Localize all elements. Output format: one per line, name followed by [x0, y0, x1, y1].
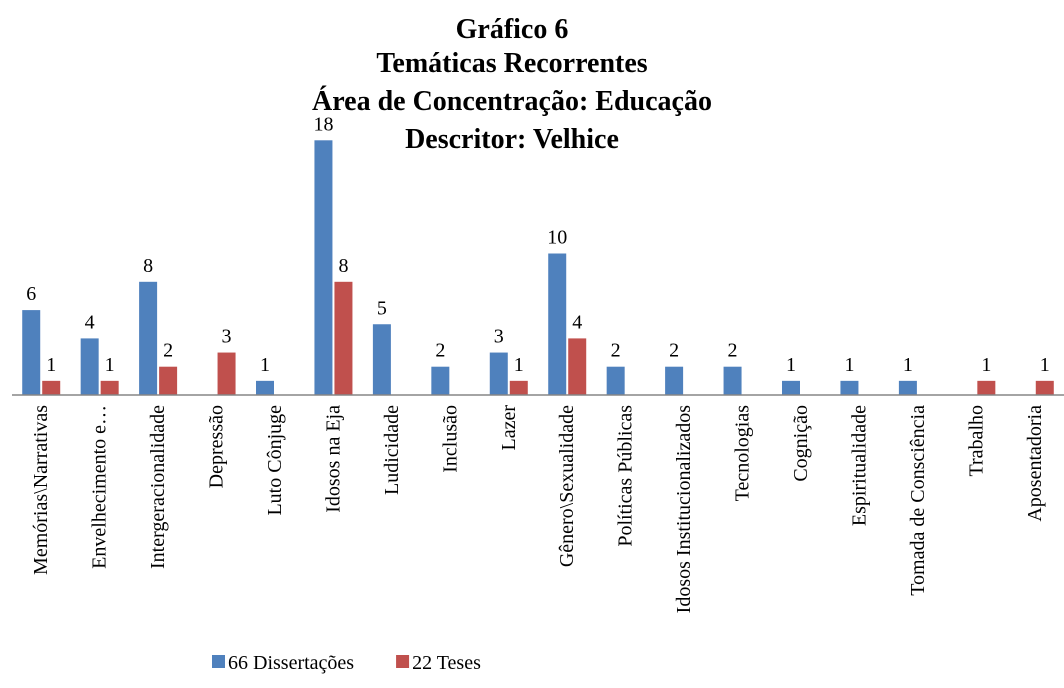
- bar: [548, 253, 567, 395]
- chart-title: Temáticas Recorrentes: [376, 48, 647, 79]
- data-label: 1: [786, 354, 796, 376]
- x-tick-label: Espiritualidade: [848, 405, 870, 526]
- bar: [334, 281, 353, 395]
- x-tick-label: Idosos na Eja: [322, 405, 344, 513]
- data-label: 1: [981, 354, 991, 376]
- bar: [509, 380, 528, 395]
- data-label: 1: [514, 354, 524, 376]
- x-tick-label: Inclusão: [439, 405, 461, 473]
- x-tick-label: Envelhecimento e…: [89, 405, 111, 569]
- chart-title: Descritor: Velhice: [405, 124, 619, 155]
- bar: [314, 140, 333, 395]
- x-tick-label: Memórias\Narrativas: [30, 405, 52, 575]
- bar: [606, 366, 625, 395]
- data-label: 4: [85, 311, 95, 333]
- data-label: 2: [669, 340, 679, 362]
- x-tick-label: Cognição: [790, 405, 812, 482]
- x-tick-label: Gênero\Sexualidade: [556, 405, 578, 567]
- x-tick-label: Trabalho: [965, 405, 987, 476]
- legend-label: 66 Dissertações: [228, 652, 354, 674]
- data-label: 1: [903, 354, 913, 376]
- bar: [256, 380, 274, 395]
- bar: [42, 380, 61, 395]
- bar: [217, 352, 236, 395]
- x-tick-label: Depressão: [206, 405, 228, 488]
- data-label: 1: [105, 354, 115, 376]
- x-tick-label: Políticas Públicas: [615, 405, 637, 547]
- data-label: 2: [611, 340, 621, 362]
- bar: [1035, 380, 1054, 395]
- chart-title: Gráfico 6: [456, 14, 569, 45]
- data-label: 10: [547, 227, 567, 249]
- legend-swatch: [212, 655, 225, 668]
- x-tick-label: Tomada de Consciência: [907, 405, 929, 596]
- data-label: 6: [26, 283, 36, 305]
- data-label: 2: [163, 340, 173, 362]
- x-tick-label: Intergeracionalidade: [147, 405, 169, 569]
- bar: [723, 366, 742, 395]
- data-label: 1: [1040, 354, 1050, 376]
- bar: [489, 352, 508, 395]
- legend-swatch: [396, 655, 410, 668]
- data-label: 2: [435, 340, 445, 362]
- data-label: 3: [494, 326, 504, 348]
- bar: [977, 380, 996, 395]
- bar: [898, 380, 917, 395]
- bar: [22, 310, 41, 395]
- chart-title: Área de Concentração: Educação: [312, 86, 712, 117]
- bar: [139, 281, 158, 395]
- bar: [100, 380, 119, 395]
- x-tick-label: Idosos Institucionalizados: [673, 405, 695, 614]
- data-label: 8: [338, 255, 348, 277]
- bar: [80, 338, 99, 395]
- data-label: 1: [260, 354, 270, 376]
- bar: [840, 380, 859, 395]
- data-label: 1: [46, 354, 56, 376]
- data-label: 1: [844, 354, 854, 376]
- bar: [568, 338, 587, 395]
- data-label: 2: [728, 340, 738, 362]
- data-label: 4: [572, 311, 582, 333]
- x-tick-label: Lazer: [498, 405, 520, 451]
- data-label: 3: [222, 326, 232, 348]
- bar: [782, 380, 800, 395]
- data-label: 8: [143, 255, 153, 277]
- bar: [665, 366, 684, 395]
- legend-label: 22 Teses: [412, 652, 481, 674]
- bar: [159, 366, 178, 395]
- x-tick-label: Aposentadoria: [1024, 405, 1046, 522]
- x-tick-label: Tecnologias: [732, 405, 754, 502]
- x-tick-label: Ludicidade: [381, 405, 403, 495]
- bar: [431, 366, 450, 395]
- data-label: 5: [377, 297, 387, 319]
- x-tick-label: Luto Cônjuge: [264, 405, 286, 516]
- bar: [372, 324, 391, 395]
- data-label: 18: [313, 113, 333, 135]
